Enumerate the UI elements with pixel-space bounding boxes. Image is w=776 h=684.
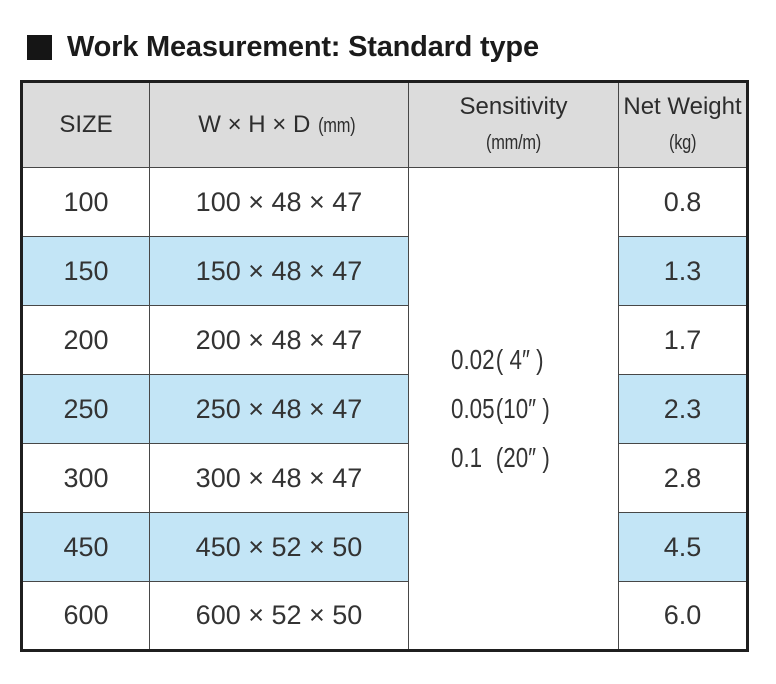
table-row: 100 100 × 48 × 47 0.02( 4″ ) 0.05 (10″ ) 0.… — [21, 167, 748, 651]
dimensions-cell: 600 × 52 × 50 — [149, 581, 409, 651]
page: Work Measurement: Standard type SIZE W ×… — [0, 31, 776, 684]
dimensions-cell: 450 × 52 × 50 — [149, 512, 409, 582]
size-cell: 600 — [21, 581, 150, 651]
size-cell: 300 — [21, 443, 150, 513]
size-cell: 100 — [21, 167, 150, 237]
size-cell: 150 — [21, 236, 150, 306]
table-row: 250 250 × 48 × 47 2.3 — [21, 374, 748, 444]
dimensions-cell: 250 × 48 × 47 — [149, 374, 409, 444]
size-cell: 250 — [21, 374, 150, 444]
page-title: Work Measurement: Standard type — [67, 30, 539, 63]
dimensions-cell: 300 × 48 × 47 — [149, 443, 409, 513]
col-header-dimensions-label: W × H × D — [198, 110, 311, 138]
dimensions-cell: 100 × 48 × 47 — [149, 167, 409, 237]
table-header: SIZE W × H × D (mm) Sensitivity (mm/m) Ne… — [21, 81, 748, 168]
col-header-net-weight-label: Net Weight — [623, 93, 742, 121]
dimensions-cell: 150 × 48 × 47 — [149, 236, 409, 306]
table-body: 100 100 × 48 × 47 0.02( 4″ ) 0.05 (10″ ) 0.… — [21, 167, 748, 651]
spec-table: SIZE W × H × D (mm) Sensitivity (mm/m) Ne… — [20, 80, 749, 652]
table-row: 600 600 × 52 × 50 6.0 — [21, 581, 748, 651]
size-cell: 200 — [21, 305, 150, 375]
col-header-dimensions: W × H × D (mm) — [149, 81, 409, 168]
header-row: SIZE W × H × D (mm) Sensitivity (mm/m) Ne… — [21, 81, 748, 168]
table-row: 150 150 × 48 × 47 1.3 — [21, 236, 748, 306]
net-weight-cell: 1.7 — [618, 305, 748, 375]
sensitivity-line: 0.05 (10″ ) — [451, 392, 550, 424]
col-header-sensitivity-label: Sensitivity — [459, 93, 568, 121]
sensitivity-cell: 0.02( 4″ ) 0.05 (10″ ) 0.1 (20″ ) — [408, 167, 619, 651]
col-header-size: SIZE — [21, 81, 150, 168]
net-weight-cell: 2.3 — [618, 374, 748, 444]
col-header-dimensions-unit: (mm) — [318, 114, 356, 137]
table-row: 200 200 × 48 × 47 1.7 — [21, 305, 748, 375]
col-header-size-label: SIZE — [59, 110, 113, 138]
table-row: 450 450 × 52 × 50 4.5 — [21, 512, 748, 582]
col-header-sensitivity-unit: (mm/m) — [486, 132, 541, 154]
dimensions-cell: 200 × 48 × 47 — [149, 305, 409, 375]
size-cell: 450 — [21, 512, 150, 582]
square-bullet-icon — [27, 34, 52, 60]
table-row: 300 300 × 48 × 47 2.8 — [21, 443, 748, 513]
net-weight-cell: 0.8 — [618, 167, 748, 237]
col-header-sensitivity: Sensitivity (mm/m) — [408, 81, 619, 168]
net-weight-cell: 2.8 — [618, 443, 748, 513]
sensitivity-line: 0.1 (20″ ) — [451, 441, 550, 473]
net-weight-cell: 6.0 — [618, 581, 748, 651]
sensitivity-line: 0.02( 4″ ) — [451, 343, 544, 375]
col-header-net-weight-unit: (kg) — [668, 132, 697, 154]
col-header-net-weight: Net Weight (kg) — [618, 81, 748, 168]
net-weight-cell: 4.5 — [618, 512, 748, 582]
net-weight-cell: 1.3 — [618, 236, 748, 306]
section-title: Work Measurement: Standard type — [27, 31, 776, 63]
